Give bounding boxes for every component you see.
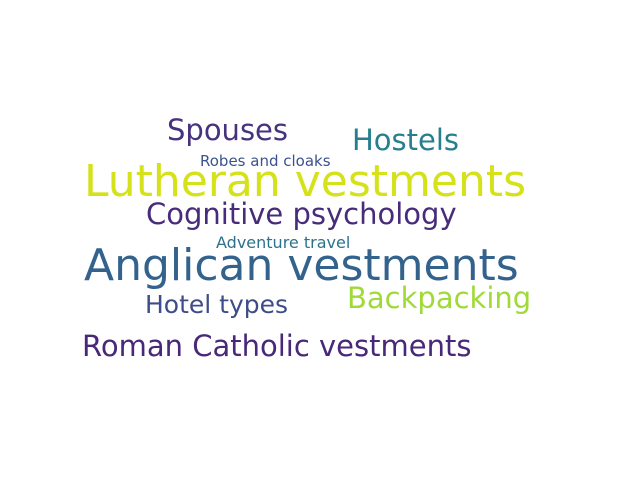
word-spouses: Spouses (167, 113, 288, 147)
word-anglican-vestments: Anglican vestments (84, 240, 519, 291)
word-lutheran-vestments: Lutheran vestments (84, 156, 527, 207)
word-robes-and-cloaks: Robes and cloaks (200, 152, 331, 170)
word-adventure-travel: Adventure travel (216, 233, 351, 252)
word-cognitive-psychology: Cognitive psychology (146, 197, 457, 231)
word-backpacking: Backpacking (347, 281, 532, 315)
word-hostels: Hostels (352, 123, 460, 157)
word-hotel-types: Hotel types (145, 290, 289, 319)
word-roman-catholic-vestments: Roman Catholic vestments (82, 329, 472, 363)
